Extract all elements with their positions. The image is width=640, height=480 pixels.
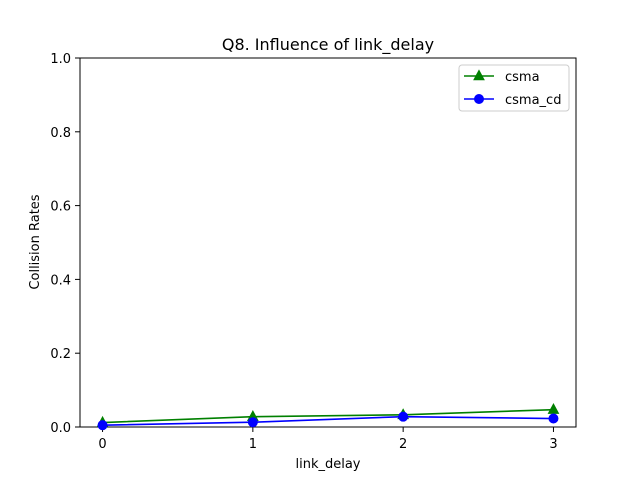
data-point [97, 420, 108, 431]
y-tick-label: 1.0 [50, 52, 71, 67]
legend-entry: csma [464, 69, 540, 85]
legend-entry: csma_cd [464, 93, 561, 108]
series-layer [96, 403, 560, 431]
y-axis-ticks: 0.0 0.2 0.4 0.6 0.8 1.0 [50, 52, 80, 436]
y-axis-label: Collision Rates [28, 194, 43, 289]
data-point [548, 413, 559, 424]
legend-entries: csma csma_cd [464, 69, 561, 108]
legend: csma csma_cd [458, 64, 570, 112]
x-tick-label: 1 [249, 437, 257, 452]
data-point [247, 417, 258, 428]
series-csma_cd [97, 411, 559, 431]
legend-marker [474, 94, 484, 104]
chart-title: Q8. Influence of link_delay [222, 35, 434, 55]
legend-label: csma [505, 70, 540, 85]
y-tick-label: 0.8 [50, 126, 71, 141]
y-tick-label: 0.4 [50, 273, 71, 288]
legend-label: csma_cd [505, 93, 561, 108]
series-line [102, 408, 554, 424]
legend-marker [473, 69, 485, 81]
y-tick-label: 0.0 [50, 421, 71, 436]
data-point [547, 403, 560, 414]
x-tick-label: 3 [549, 437, 557, 452]
plot-area [79, 57, 577, 428]
x-axis-label: link_delay [295, 457, 360, 472]
x-tick-label: 0 [98, 437, 106, 452]
y-tick-label: 0.6 [50, 200, 71, 215]
x-tick-label: 2 [399, 437, 407, 452]
data-point [398, 411, 409, 422]
series-line [102, 415, 554, 426]
y-tick-label: 0.2 [50, 347, 71, 362]
